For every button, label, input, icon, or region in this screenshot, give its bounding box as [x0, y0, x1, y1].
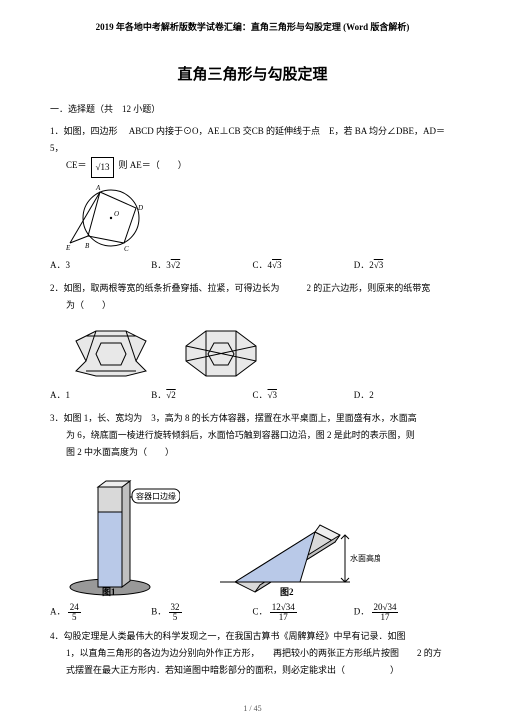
- q1-ce: CE＝: [66, 157, 87, 174]
- page-footer: 1 / 45: [50, 704, 455, 713]
- question-4: 4．勾股定理是人类最伟大的科学发现之一，在我国古算书《周髀算经》中早有记录．如图…: [50, 628, 455, 679]
- q2-figures: [50, 321, 455, 381]
- q3d: D．: [354, 607, 370, 617]
- svg-text:图1: 图1: [102, 587, 116, 597]
- q2-choice-a: A．1: [50, 387, 151, 404]
- q2-choice-b: B．√2: [151, 387, 252, 404]
- question-2: 2．如图，取两根等宽的纸条折叠穿插、拉紧，可得边长为 2 的正六边形，则原来的纸…: [50, 280, 455, 403]
- svg-text:E: E: [66, 244, 71, 252]
- q3-figures: 容器口边缘 图1 水面高度 图2: [60, 467, 455, 597]
- q3-choice-a: A． 24 5: [50, 603, 151, 622]
- svg-text:图2: 图2: [280, 587, 294, 597]
- q1-c-val: √3: [272, 260, 281, 270]
- q4-line2: 1，以直角三角形的各边为边分别向外作正方形， 再把较小的两张正方形纸片按图 2 …: [50, 645, 455, 662]
- q3-choice-b: B． 32 5: [151, 603, 252, 622]
- q3-choice-d: D． 20√34 17: [354, 603, 455, 622]
- q1-choice-b: B．3√2: [151, 257, 252, 274]
- q3a-den: 5: [68, 613, 81, 622]
- q2-line2: 为（ ）: [50, 297, 455, 314]
- q3b: B．: [151, 607, 166, 617]
- q2-choices: A．1 B．√2 C．√3 D．2: [50, 387, 455, 404]
- q2-choice-d: D．2: [354, 387, 455, 404]
- q2-choice-c: C．√3: [253, 387, 354, 404]
- q3-line2: 为 6，绕底面一棱进行旋转倾斜后，水面恰巧触到容器口边沿，图 2 是此时的表示图…: [50, 427, 455, 444]
- q2-bv: √2: [166, 390, 175, 400]
- question-3: 3．如图 1，长、宽均为 3，高为 8 的长方体容器，摆置在水平桌面上，里面盛有…: [50, 410, 455, 622]
- edge-label: 容器口边缘: [136, 491, 176, 501]
- q2-d: D．2: [354, 390, 374, 400]
- hexagon-fold-1: [66, 321, 156, 381]
- q2-cv: √3: [268, 390, 277, 400]
- q1-line2: CE＝ √13 则 AE＝（ ）: [50, 157, 455, 178]
- q1-a-label: A．3: [50, 260, 70, 270]
- question-1: 1．如图，四边形 ABCD 内接于⊙O，AE⊥CB 交CB 的延伸线于点 E，若…: [50, 123, 455, 274]
- q2-c: C．: [253, 390, 268, 400]
- container-upright: 容器口边缘 图1: [60, 467, 180, 597]
- q1-b-val: √2: [171, 260, 180, 270]
- q1-d-label: D．2: [354, 260, 374, 270]
- q4-stem: 4．勾股定理是人类最伟大的科学发现之一，在我国古算书《周髀算经》中早有记录．如图: [50, 628, 455, 645]
- svg-text:C: C: [124, 245, 129, 253]
- q1-b-label: B．3: [151, 260, 171, 270]
- q3d-den: 17: [372, 613, 399, 622]
- q1-d-val: √3: [374, 260, 383, 270]
- q1-stem: 1．如图，四边形 ABCD 内接于⊙O，AE⊥CB 交CB 的延伸线于点 E，若…: [50, 123, 455, 157]
- q1-then: 则 AE＝（ ）: [118, 157, 186, 174]
- page: 2019 年各地中考解析版数学试卷汇编：直角三角形与勾股定理 (Word 版含解…: [0, 0, 505, 723]
- q1-choice-a: A．3: [50, 257, 151, 274]
- hexagon-fold-2: [176, 321, 266, 381]
- q3-choice-c: C． 12√34 17: [253, 603, 354, 622]
- q3c: C．: [253, 607, 268, 617]
- q1-c-label: C．4: [253, 260, 273, 270]
- q4-line3: 式摆置在最大正方形内．若知道图中暗影部分的面积，则必定能求出（ ）: [50, 662, 455, 679]
- q1-choice-c: C．4√3: [253, 257, 354, 274]
- q1-choices: A．3 B．3√2 C．4√3 D．2√3: [50, 257, 455, 274]
- q3-line3: 图 2 中水面高度为（ ）: [50, 444, 455, 461]
- running-header: 2019 年各地中考解析版数学试卷汇编：直角三角形与勾股定理 (Word 版含解…: [50, 20, 455, 33]
- height-label: 水面高度: [350, 553, 380, 563]
- q2-a: A．1: [50, 390, 70, 400]
- svg-text:O: O: [114, 210, 119, 218]
- svg-text:A: A: [95, 184, 101, 192]
- q2-stem: 2．如图，取两根等宽的纸条折叠穿插、拉紧，可得边长为 2 的正六边形，则原来的纸…: [50, 280, 455, 297]
- svg-text:B: B: [85, 242, 90, 250]
- q3-choices: A． 24 5 B． 32 5 C． 12√34 17: [50, 603, 455, 622]
- svg-text:D: D: [137, 204, 143, 212]
- q1-sqrt-box: √13: [91, 157, 115, 178]
- q2-b: B．: [151, 390, 166, 400]
- q3c-den: 17: [270, 613, 297, 622]
- q3a: A．: [50, 607, 66, 617]
- section-label: 一．选择题（共 12 小题）: [50, 102, 455, 115]
- container-tilted: 水面高度 图2: [220, 497, 380, 597]
- q3b-den: 5: [169, 613, 182, 622]
- q3-stem: 3．如图 1，长、宽均为 3，高为 8 的长方体容器，摆置在水平桌面上，里面盛有…: [50, 410, 455, 427]
- q1-figure: O A D C B E: [50, 178, 455, 253]
- q1-choice-d: D．2√3: [354, 257, 455, 274]
- page-title: 直角三角形与勾股定理: [50, 63, 455, 84]
